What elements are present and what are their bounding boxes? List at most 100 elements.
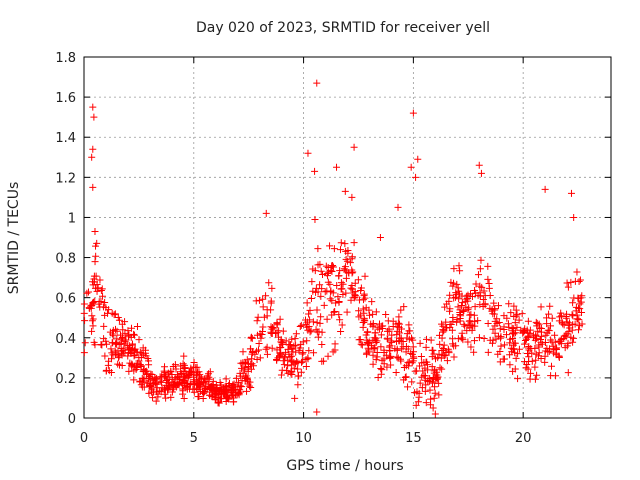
data-point	[152, 379, 160, 387]
data-point	[366, 311, 374, 319]
data-point	[548, 362, 556, 370]
data-point	[239, 369, 247, 377]
data-point	[162, 372, 170, 380]
data-point	[287, 368, 295, 376]
data-point	[380, 346, 388, 354]
data-point	[320, 301, 328, 309]
data-point	[510, 302, 518, 310]
data-point	[450, 265, 458, 273]
data-point	[83, 289, 91, 297]
data-point	[454, 284, 462, 292]
data-point	[335, 311, 343, 319]
data-point	[578, 309, 586, 317]
data-point	[311, 267, 319, 275]
data-point	[182, 384, 190, 392]
data-point	[503, 314, 511, 322]
data-point	[318, 285, 326, 293]
data-point	[453, 280, 461, 288]
data-point	[358, 341, 366, 349]
data-point	[570, 213, 578, 221]
data-point	[386, 354, 394, 362]
data-point	[317, 267, 325, 275]
data-point	[567, 189, 575, 197]
data-point	[369, 344, 377, 352]
data-point	[88, 301, 96, 309]
data-point	[347, 296, 355, 304]
data-point	[234, 378, 242, 386]
data-point	[180, 352, 188, 360]
data-point	[404, 345, 412, 353]
data-point	[314, 261, 322, 269]
data-point	[251, 350, 259, 358]
data-point	[200, 389, 208, 397]
data-point	[323, 287, 331, 295]
data-point	[355, 313, 363, 321]
data-point	[458, 329, 466, 337]
data-point	[255, 339, 263, 347]
x-tick-label: 15	[405, 431, 422, 446]
data-point	[494, 350, 502, 358]
data-point	[160, 386, 168, 394]
data-point	[294, 359, 302, 367]
data-point	[527, 344, 535, 352]
data-point	[457, 312, 465, 320]
data-point	[564, 339, 572, 347]
data-point	[303, 337, 311, 345]
data-point	[180, 361, 188, 369]
data-point	[552, 345, 560, 353]
data-point	[564, 369, 572, 377]
x-axis-label: GPS time / hours	[286, 458, 403, 474]
data-point	[397, 357, 405, 365]
data-point	[479, 295, 487, 303]
data-point	[127, 333, 135, 341]
data-point	[471, 286, 479, 294]
data-point	[232, 374, 240, 382]
data-point	[328, 267, 336, 275]
data-point	[497, 342, 505, 350]
x-tick-label: 10	[295, 431, 312, 446]
data-point	[133, 359, 141, 367]
data-point	[147, 379, 155, 387]
data-point	[331, 308, 339, 316]
data-point	[333, 282, 341, 290]
data-point	[183, 383, 191, 391]
data-point	[310, 349, 318, 357]
data-point	[124, 352, 132, 360]
data-point	[262, 209, 270, 217]
data-point	[360, 292, 368, 300]
data-point	[533, 334, 541, 342]
data-point	[471, 322, 479, 330]
data-point	[418, 373, 426, 381]
data-point	[369, 336, 377, 344]
axis-ticks	[83, 56, 611, 419]
data-point	[373, 353, 381, 361]
data-point	[449, 282, 457, 290]
data-point	[288, 345, 296, 353]
data-point	[461, 322, 469, 330]
data-point	[314, 245, 322, 253]
data-point	[341, 187, 349, 195]
data-point	[445, 347, 453, 355]
data-point	[408, 334, 416, 342]
data-point	[140, 383, 148, 391]
data-point	[422, 343, 430, 351]
data-point	[90, 275, 98, 283]
data-point	[334, 293, 342, 301]
data-point	[269, 323, 277, 331]
data-point	[569, 321, 577, 329]
data-point	[91, 258, 99, 266]
data-point	[383, 335, 391, 343]
data-point	[190, 359, 198, 367]
data-point	[96, 303, 104, 311]
data-point	[328, 311, 336, 319]
data-point	[145, 389, 153, 397]
data-point	[489, 325, 497, 333]
plot-frame	[83, 56, 612, 419]
data-point	[231, 385, 239, 393]
data-point	[350, 239, 358, 247]
data-point	[118, 351, 126, 359]
data-point	[415, 389, 423, 397]
data-point	[99, 292, 107, 300]
data-point	[228, 391, 236, 399]
data-point	[113, 327, 121, 335]
